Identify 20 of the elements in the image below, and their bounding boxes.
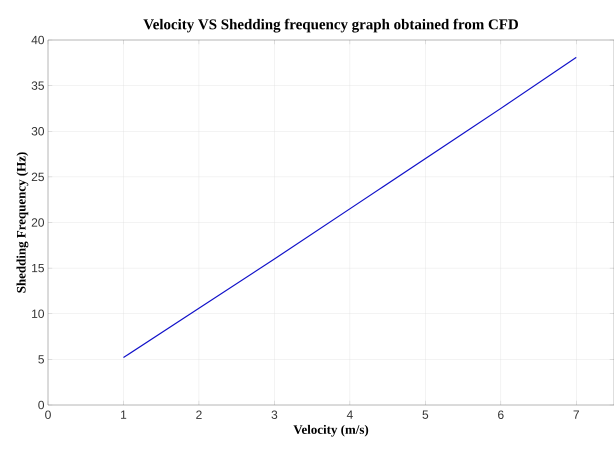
x-tick-label: 3: [272, 410, 278, 419]
x-tick-label: 6: [498, 410, 504, 419]
x-tick-label: 2: [196, 410, 202, 419]
y-tick-label: 35: [32, 81, 44, 90]
y-tick-label: 40: [31, 36, 44, 44]
y-tick-label: 10: [32, 310, 44, 318]
y-tick-label: 30: [32, 127, 44, 136]
x-axis-title: Velocity (m/s): [293, 424, 368, 437]
chart-title: Velocity VS Shedding frequency graph obtained from CFD: [143, 18, 518, 32]
x-tick-label: 5: [422, 410, 428, 419]
x-tick-label: 1: [121, 410, 126, 419]
y-axis-title: Shedding Frequency (Hz): [16, 152, 28, 293]
y-tick-label: 20: [32, 218, 44, 227]
x-tick-label: 7: [574, 410, 579, 419]
y-tick-label: 5: [38, 355, 44, 364]
y-tick-label: 25: [32, 172, 44, 182]
x-tick-label: 4: [346, 410, 353, 419]
x-tick-label: 0: [45, 410, 51, 419]
y-tick-label: 0: [38, 400, 44, 410]
y-tick-label: 15: [32, 264, 44, 272]
